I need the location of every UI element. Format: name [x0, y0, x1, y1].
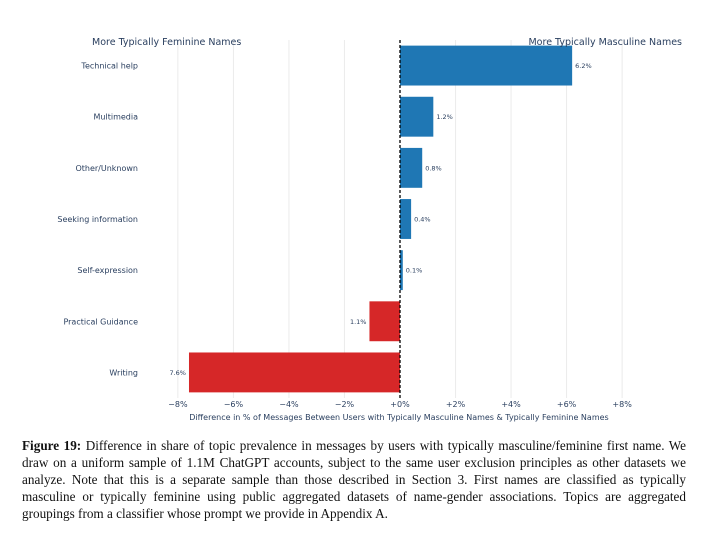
bar [400, 147, 423, 188]
category-label: Self-expression [77, 266, 138, 275]
bar [400, 199, 412, 239]
category-label: Multimedia [94, 113, 139, 122]
x-tick-label: +0% [390, 400, 410, 409]
x-tick-label: +4% [501, 400, 521, 409]
figure-label: Figure 19: [22, 438, 82, 453]
category-label: Practical Guidance [63, 317, 138, 326]
value-label: 0.8% [425, 164, 442, 172]
labels: −8% −6% −4% −2% +0% +2% +4% +6% +8% Technical hel… [57, 62, 632, 409]
value-label: 0.1% [406, 267, 423, 275]
x-tick-label: +2% [446, 400, 466, 409]
bar [400, 250, 403, 291]
x-tick-label: +6% [557, 400, 577, 409]
bar [188, 352, 400, 393]
right-header: More Typically Masculine Names [528, 37, 682, 48]
x-tick-label: −8% [168, 400, 188, 409]
value-label: 1.1% [350, 318, 367, 326]
bar [400, 45, 573, 86]
value-label: 1.2% [436, 113, 453, 121]
grid-lines [177, 40, 623, 398]
x-axis-label: Difference in % of Messages Between User… [189, 413, 608, 422]
x-tick-label: −4% [279, 400, 299, 409]
x-tick-label: +8% [612, 400, 632, 409]
left-header: More Typically Feminine Names [92, 37, 241, 48]
value-label: 0.4% [414, 216, 431, 224]
bar-chart: −8% −6% −4% −2% +0% +2% +4% +6% +8% Technical hel… [57, 37, 682, 422]
category-label: Writing [109, 368, 138, 377]
x-tick-label: −2% [335, 400, 355, 409]
value-label: 7.6% [169, 369, 186, 377]
bar [369, 301, 400, 342]
bars [188, 45, 573, 393]
category-label: Seeking information [57, 215, 138, 224]
category-label: Other/Unknown [75, 164, 138, 173]
figure-caption-text: Difference in share of topic prevalence … [22, 438, 687, 521]
bar [400, 96, 434, 137]
category-label: Technical help [80, 62, 138, 71]
x-tick-label: −6% [224, 400, 244, 409]
value-label: 6.2% [575, 62, 592, 70]
figure-caption: Figure 19: Difference in share of topic … [22, 437, 686, 522]
